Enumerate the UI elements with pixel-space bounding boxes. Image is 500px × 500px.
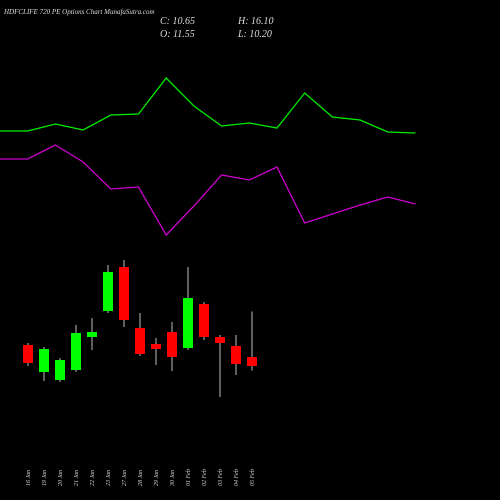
x-tick-label: 05 Feb: [250, 469, 256, 486]
candle-body: [167, 332, 177, 357]
info-close: C: 10.65: [160, 16, 195, 27]
x-tick-label: 03 Feb: [218, 469, 224, 486]
x-tick-label: 19 Jan: [42, 470, 48, 486]
x-tick-label: 02 Feb: [202, 469, 208, 486]
candle-body: [183, 298, 193, 348]
x-tick-label: 20 Jan: [58, 470, 64, 486]
x-tick-label: 21 Jan: [74, 470, 80, 486]
x-tick-label: 16 Jan: [26, 470, 32, 486]
candle-body: [247, 357, 257, 366]
candle-body: [71, 333, 81, 370]
candle-body: [231, 346, 241, 364]
candle-body: [23, 345, 33, 363]
x-tick-label: 22 Jan: [90, 470, 96, 486]
candle-body: [135, 328, 145, 354]
indicator-line: [0, 77, 416, 134]
x-tick-label: 30 Jan: [170, 470, 176, 487]
info-high: H: 16.10: [237, 16, 274, 27]
info-low: L: 10.20: [237, 29, 272, 40]
chart-title: HDFCLIFE 720 PE Options Chart MunafaSutr…: [3, 8, 155, 16]
candle-body: [199, 304, 209, 337]
info-open: O: 11.55: [160, 29, 195, 40]
candle-body: [151, 344, 161, 349]
candle-body: [39, 349, 49, 372]
x-tick-label: 28 Jan: [138, 470, 144, 486]
candle-body: [87, 332, 97, 337]
x-tick-label: 01 Feb: [186, 469, 192, 486]
indicator-line: [0, 144, 416, 237]
x-tick-label: 27 Jan: [122, 470, 128, 486]
candle-body: [215, 337, 225, 343]
x-tick-label: 23 Jan: [106, 470, 112, 486]
x-tick-label: 04 Feb: [233, 469, 240, 486]
candle-body: [119, 267, 129, 320]
x-tick-label: 29 Jan: [154, 470, 160, 486]
candle-body: [55, 360, 65, 380]
candle-body: [103, 272, 113, 311]
